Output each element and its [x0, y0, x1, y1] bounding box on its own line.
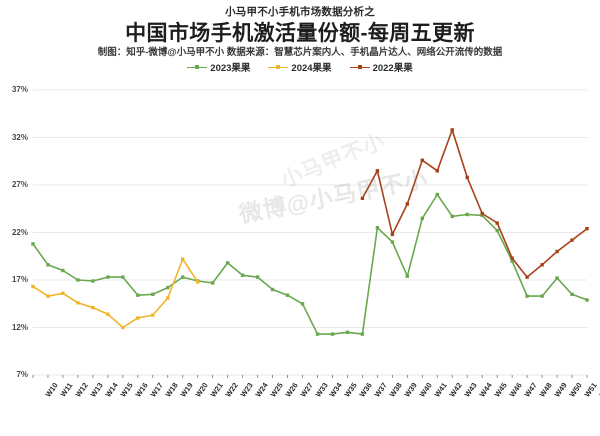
data-point-marker — [495, 228, 499, 233]
data-point-marker — [121, 325, 125, 330]
data-point-marker — [345, 330, 350, 334]
data-point-marker — [196, 280, 200, 284]
data-point-marker — [435, 169, 439, 173]
data-point-marker — [540, 294, 544, 298]
data-point-marker — [420, 158, 424, 162]
data-point-marker — [555, 276, 559, 280]
series-line — [32, 258, 199, 329]
data-point-marker — [360, 196, 365, 200]
data-point-marker — [121, 275, 125, 279]
data-point-marker — [106, 312, 110, 316]
data-point-marker — [540, 263, 544, 267]
y-axis-tick-label: 37% — [11, 85, 28, 94]
data-point-marker — [525, 275, 529, 279]
data-point-marker — [330, 332, 335, 336]
data-point-marker — [151, 313, 155, 317]
data-point-marker — [151, 292, 155, 296]
chart-supertitle: 小马甲不小手机市场数据分析之 — [225, 6, 375, 18]
legend-label-2023: 2023果果 — [210, 63, 251, 74]
data-point-marker — [181, 257, 185, 261]
data-point-marker — [570, 292, 574, 296]
legend-line-icon-2022 — [349, 63, 370, 72]
y-axis-tick-label: 27% — [11, 180, 28, 189]
data-point-marker — [76, 301, 80, 305]
legend-item-2023[interactable]: 2023果果 — [187, 60, 250, 74]
y-axis-tick-label: 17% — [11, 275, 28, 284]
legend-line-icon-2023 — [187, 63, 208, 72]
data-point-marker — [136, 316, 140, 320]
data-point-marker — [166, 296, 170, 300]
legend-label-2024: 2024果果 — [291, 63, 332, 74]
data-point-marker — [480, 211, 484, 216]
data-point-marker — [390, 240, 395, 244]
data-point-marker — [390, 232, 395, 237]
data-point-marker — [375, 169, 380, 173]
data-point-marker — [510, 256, 514, 260]
data-point-marker — [450, 214, 454, 219]
chart-subtitle: 制图：知乎-微博@小马甲不小 数据来源：智慧芯片案内人、手机晶片达人、网络公开流… — [97, 47, 503, 58]
data-point-marker — [555, 249, 559, 254]
series-line — [32, 193, 588, 335]
data-point-marker — [585, 298, 589, 302]
legend-line-icon-2024 — [268, 63, 289, 72]
data-point-marker — [465, 175, 469, 180]
legend-label-2022: 2022果果 — [372, 63, 413, 74]
data-point-marker — [46, 263, 50, 267]
data-point-marker — [405, 202, 409, 206]
data-point-marker — [211, 281, 215, 285]
data-point-marker — [61, 268, 65, 273]
data-point-marker — [495, 221, 499, 225]
data-point-marker — [31, 242, 35, 246]
data-point-marker — [525, 294, 529, 298]
data-point-marker — [76, 278, 80, 282]
data-point-marker — [375, 226, 380, 230]
y-axis-tick-label: 7% — [16, 370, 28, 379]
data-point-marker — [450, 128, 454, 132]
data-point-marker — [285, 293, 290, 297]
data-point-marker — [465, 212, 469, 217]
data-point-marker — [255, 275, 260, 279]
series-line — [361, 129, 588, 278]
data-point-marker — [91, 279, 95, 283]
data-point-marker — [31, 284, 35, 289]
data-point-marker — [405, 274, 409, 278]
legend-item-2024[interactable]: 2024果果 — [268, 60, 332, 74]
data-point-marker — [166, 285, 170, 290]
data-point-marker — [585, 227, 589, 231]
data-point-marker — [181, 275, 185, 279]
chart-title: 中国市场手机激活量份额-每周五更新 — [125, 22, 475, 45]
chart-legend: 2023果果 2024果果 2022果果 — [0, 60, 600, 74]
y-axis-tick-label: 22% — [11, 227, 28, 237]
data-point-marker — [91, 305, 95, 310]
data-point-marker — [360, 332, 365, 336]
data-point-marker — [510, 259, 514, 263]
data-point-marker — [46, 294, 50, 298]
data-point-marker — [480, 213, 484, 218]
y-axis-tick-label: 12% — [11, 322, 28, 332]
data-point-marker — [240, 273, 245, 277]
data-point-marker — [570, 238, 574, 242]
data-point-marker — [225, 261, 230, 265]
data-point-marker — [420, 216, 424, 220]
data-point-marker — [315, 332, 320, 336]
legend-item-2022[interactable]: 2022果果 — [349, 60, 413, 74]
y-axis-tick-label: 32% — [11, 132, 28, 142]
data-point-marker — [136, 293, 140, 297]
data-point-marker — [61, 291, 65, 295]
data-point-marker — [300, 302, 305, 306]
data-point-marker — [270, 287, 275, 292]
data-point-marker — [106, 275, 110, 279]
data-point-marker — [435, 192, 439, 197]
